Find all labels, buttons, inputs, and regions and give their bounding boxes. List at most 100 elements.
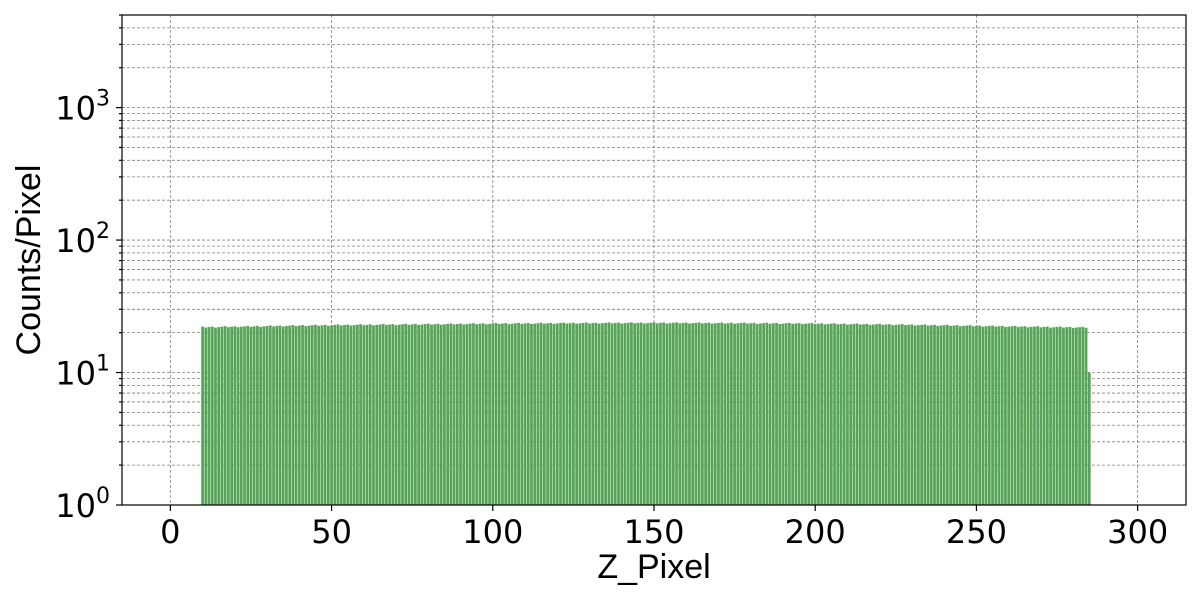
bar: [285, 326, 288, 505]
bar: [971, 326, 975, 505]
bar: [562, 322, 566, 505]
bar: [659, 322, 662, 505]
bar: [652, 322, 656, 505]
bar: [630, 322, 633, 505]
bar: [375, 324, 379, 505]
bar: [952, 325, 956, 505]
bar: [339, 325, 343, 505]
bar: [330, 325, 333, 505]
bar: [307, 325, 311, 505]
bar: [671, 322, 675, 505]
bar: [517, 322, 520, 505]
bar: [249, 326, 253, 505]
bar: [323, 324, 327, 505]
bar: [775, 322, 778, 505]
bar: [755, 323, 759, 505]
bar: [201, 326, 204, 505]
bar: [784, 323, 788, 505]
bar: [797, 323, 801, 505]
bar: [526, 323, 530, 505]
x-tick-label: 250: [946, 513, 1007, 551]
bar: [1026, 327, 1030, 505]
bar: [788, 322, 791, 505]
bar: [765, 322, 769, 505]
bar: [746, 323, 749, 505]
bar: [368, 324, 372, 505]
bar: [426, 323, 430, 505]
bar: [452, 324, 456, 505]
bar: [294, 326, 298, 505]
bar: [365, 324, 369, 505]
bar: [800, 324, 804, 505]
bar: [949, 325, 953, 505]
bar: [691, 323, 695, 505]
bar: [907, 324, 911, 505]
bar: [1087, 372, 1091, 505]
bar: [855, 323, 859, 505]
bar: [1058, 326, 1062, 505]
bar: [546, 323, 549, 505]
bar: [372, 325, 375, 505]
bar: [1033, 326, 1036, 505]
bar: [1023, 326, 1027, 505]
bar: [223, 326, 227, 505]
x-tick-label: 200: [785, 513, 846, 551]
bar: [588, 323, 591, 505]
bar: [220, 326, 224, 505]
y-tick-label: 103: [55, 87, 110, 128]
bar: [230, 326, 233, 505]
bar: [349, 325, 353, 505]
bar: [549, 322, 553, 505]
bar: [459, 323, 462, 505]
bar: [878, 323, 882, 505]
bar: [494, 323, 498, 505]
bar: [378, 324, 382, 505]
bar: [326, 325, 330, 505]
bar: [575, 323, 578, 505]
bar: [617, 322, 620, 505]
x-tick-labels: 0 50 100 150 200 250 300: [160, 513, 1168, 551]
bar: [749, 323, 753, 505]
bar: [900, 324, 904, 505]
bar: [858, 324, 862, 505]
bar: [578, 323, 582, 505]
bar: [1010, 326, 1014, 505]
bar: [407, 324, 411, 505]
bar: [607, 322, 611, 505]
bar: [804, 323, 807, 505]
bar: [920, 324, 923, 505]
bar: [414, 323, 417, 505]
bar: [942, 325, 946, 505]
bar: [581, 322, 585, 505]
bar: [613, 323, 617, 505]
bar: [975, 325, 978, 505]
bar: [288, 325, 292, 505]
bar: [955, 325, 959, 505]
bar: [1049, 327, 1052, 505]
bar: [620, 323, 624, 505]
bar: [994, 326, 998, 505]
bar: [259, 326, 263, 505]
bar: [462, 324, 466, 505]
bar: [739, 322, 743, 505]
bar: [1081, 326, 1085, 505]
bar: [256, 325, 259, 505]
bar: [268, 325, 272, 505]
bar: [346, 324, 350, 505]
bar: [636, 322, 640, 505]
bar: [210, 326, 214, 505]
bar: [446, 323, 450, 505]
bar: [642, 323, 646, 505]
bar: [297, 325, 301, 505]
bar: [504, 323, 508, 505]
bar: [304, 326, 308, 505]
bar: [310, 325, 314, 505]
bar: [933, 324, 936, 505]
bar: [265, 325, 269, 505]
bar: [720, 322, 724, 505]
bar: [833, 323, 836, 505]
bar: [391, 324, 395, 505]
bar: [343, 324, 346, 505]
bar: [704, 323, 707, 505]
